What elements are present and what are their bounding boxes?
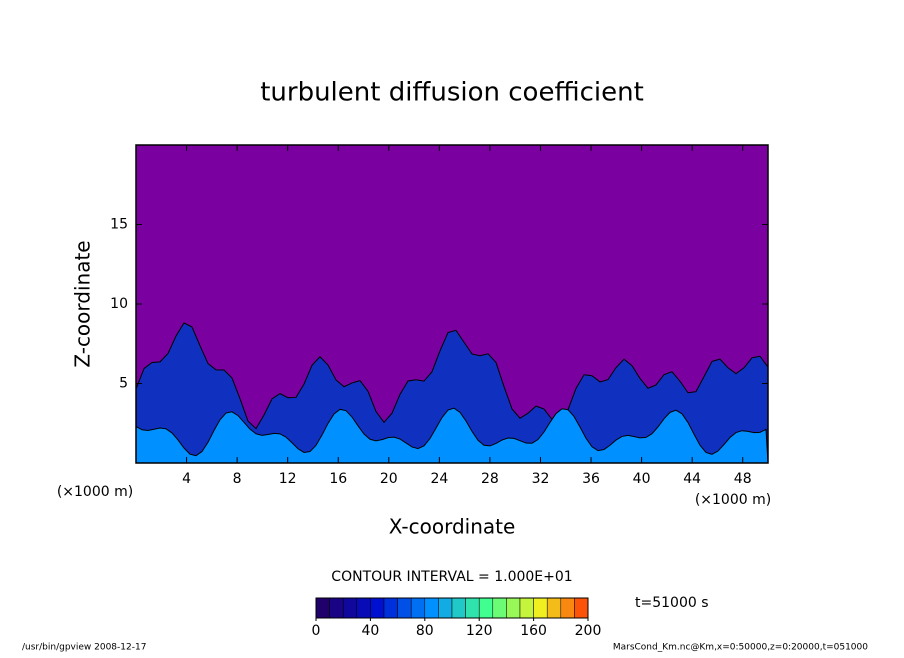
time-label: t=51000 s bbox=[635, 595, 709, 611]
y-tick-label: 5 bbox=[119, 376, 128, 392]
colorbar-band bbox=[519, 597, 534, 619]
colorbar-band bbox=[424, 597, 439, 619]
colorbar-band bbox=[574, 597, 589, 619]
chart-title: turbulent diffusion coefficient bbox=[260, 78, 644, 108]
x-tick-label: 48 bbox=[734, 471, 752, 487]
x-tick-label: 24 bbox=[430, 471, 448, 487]
colorbar-band bbox=[478, 597, 494, 619]
colorbar-band bbox=[383, 597, 398, 619]
colorbar-tick-label: 0 bbox=[312, 623, 321, 639]
colorbar-band bbox=[533, 597, 548, 619]
colorbar-band bbox=[451, 597, 466, 619]
colorbar-band bbox=[438, 597, 453, 619]
colorbar-band bbox=[329, 597, 344, 619]
x-tick-label: 12 bbox=[279, 471, 297, 487]
colorbar-band bbox=[370, 597, 385, 619]
x-tick-label: 16 bbox=[329, 471, 347, 487]
colorbar-tick-label: 40 bbox=[361, 623, 379, 639]
colorbar-band bbox=[410, 597, 426, 619]
colorbar-band bbox=[506, 597, 521, 619]
x-tick-label: 40 bbox=[633, 471, 651, 487]
colorbar-band bbox=[492, 597, 507, 619]
x-tick-label: 32 bbox=[532, 471, 550, 487]
colorbar-tick-label: 160 bbox=[520, 623, 547, 639]
colorbar-band bbox=[397, 597, 412, 619]
colorbar-band bbox=[356, 597, 371, 619]
contour-field bbox=[135, 144, 769, 464]
x-tick-label: 20 bbox=[380, 471, 398, 487]
x-tick-label: 8 bbox=[233, 471, 242, 487]
colorbar-band bbox=[560, 597, 575, 619]
colorbar-band bbox=[465, 597, 480, 619]
x-unit-label: (×1000 m) bbox=[57, 484, 133, 500]
colorbar-tick-label: 80 bbox=[416, 623, 434, 639]
x-axis-label: X-coordinate bbox=[389, 515, 516, 539]
colorbar-tick-label: 120 bbox=[466, 623, 493, 639]
x-tick-label: 28 bbox=[481, 471, 499, 487]
colorbar-tick-label: 200 bbox=[575, 623, 602, 639]
y-tick-label: 10 bbox=[110, 296, 128, 312]
x-tick-label: 36 bbox=[582, 471, 600, 487]
y-axis-label: Z-coordinate bbox=[71, 240, 95, 367]
colorbar-frame bbox=[315, 597, 589, 619]
turbulent-core bbox=[135, 407, 769, 464]
y-tick-label: 15 bbox=[110, 217, 128, 233]
colorbar-band bbox=[342, 597, 358, 619]
colorbar-band bbox=[315, 597, 330, 619]
x-tick-label: 4 bbox=[182, 471, 191, 487]
turbulent-layer bbox=[135, 322, 769, 464]
x-unit-label: (×1000 m) bbox=[695, 492, 771, 508]
footer-right: MarsCond_Km.nc@Km,x=0:50000,z=0:20000,t=… bbox=[613, 643, 868, 653]
x-tick-label: 44 bbox=[683, 471, 701, 487]
colorbar-band bbox=[546, 597, 562, 619]
footer-left: /usr/bin/gpview 2008-12-17 bbox=[22, 643, 146, 653]
contour-interval: CONTOUR INTERVAL = 1.000E+01 bbox=[331, 569, 572, 585]
